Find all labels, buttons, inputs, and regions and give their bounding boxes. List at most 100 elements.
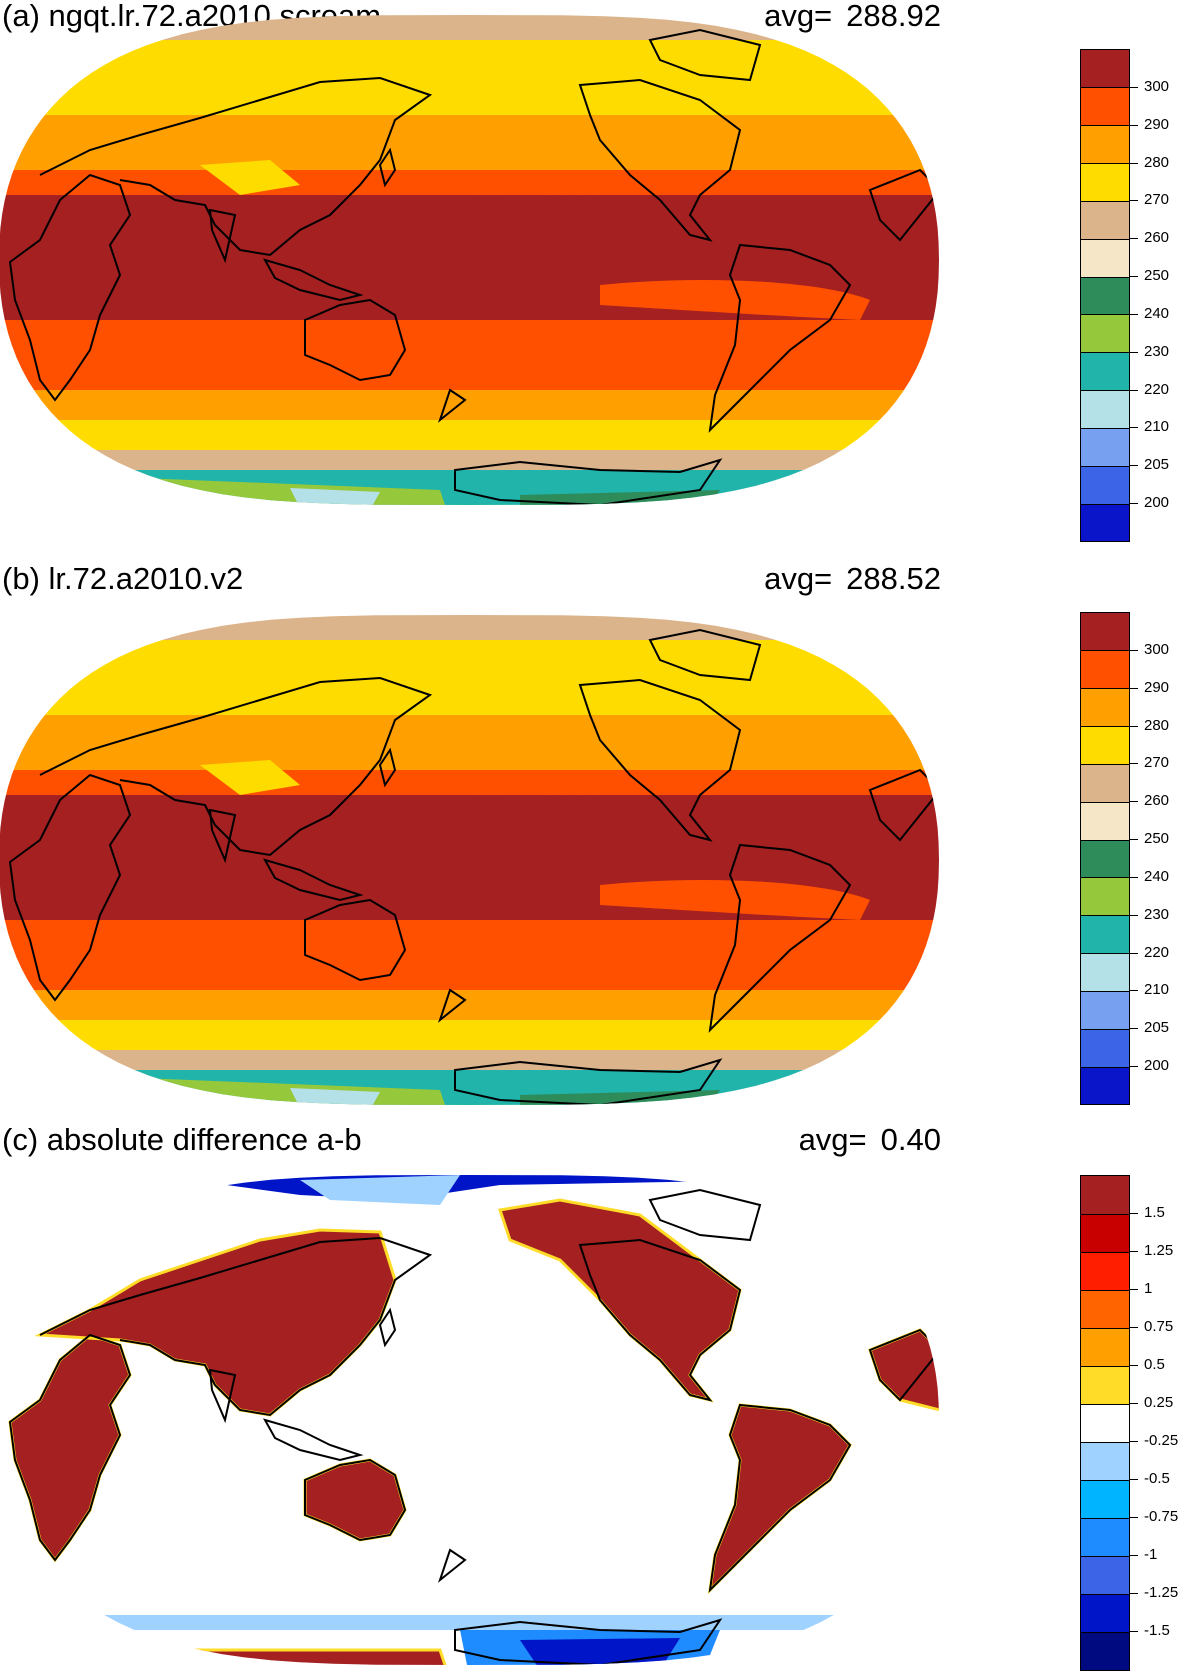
coastline: [378, 1307, 397, 1348]
panel-a-avg: avg= 288.92: [764, 0, 941, 34]
colorbar-tick-mark: [1130, 1365, 1138, 1366]
panel-b-avg-value: 288.52: [846, 561, 941, 596]
coastline: [708, 1403, 852, 1593]
colorbar-swatch: [1080, 49, 1130, 89]
colorbar-tick-mark: [1130, 1327, 1138, 1328]
land-difference-region: [148, 1648, 453, 1665]
colorbar-swatch: [1080, 1441, 1130, 1481]
coastline: [208, 808, 237, 864]
colorbar-tick-label: 270: [1144, 754, 1170, 772]
coastline: [648, 1188, 762, 1242]
colorbar-swatch: [1080, 1251, 1130, 1291]
colorbar-tick-label: 250: [1144, 267, 1170, 285]
colorbar-swatch: [1080, 876, 1130, 917]
tibet-region: [200, 160, 300, 195]
panel-c-map: [8, 1175, 939, 1665]
colorbar-swatch: [1080, 1517, 1130, 1557]
colorbar-tick-mark: [1130, 1403, 1138, 1404]
panel-b-map: [0, 615, 939, 1105]
panel-c-title: (c) absolute difference a-b: [2, 1122, 362, 1157]
coastline: [454, 1618, 723, 1665]
coastline: [262, 1418, 364, 1462]
coastline: [378, 747, 397, 788]
colorbar-tick-mark: [1130, 124, 1138, 126]
temperature-band: [0, 15, 939, 40]
temperature-band: [0, 390, 939, 420]
land-difference-region: [868, 1328, 939, 1412]
colorbar-tick-mark: [1130, 1555, 1138, 1556]
map-group: [8, 1175, 939, 1665]
panel-c-avg-value: 0.40: [880, 1122, 941, 1157]
colorbar-tick-mark: [1130, 1213, 1138, 1214]
coastline: [304, 1458, 407, 1542]
panel-a-avg-value: 288.92: [846, 0, 941, 33]
antarctica-strong-negative-region: [520, 1638, 680, 1665]
panel-a-colorbar: 200 205 210 220 230 240 250 260 270 280 290 300: [1080, 49, 1190, 543]
land-difference-region: [498, 1198, 742, 1403]
colorbar-tick-mark: [1130, 200, 1138, 202]
colorbar-swatch: [1080, 990, 1130, 1030]
colorbar-tick-mark: [1130, 465, 1138, 467]
temperature-band: [0, 320, 939, 390]
panel-a-avg-label: avg=: [764, 0, 833, 33]
colorbar-tick-mark: [1130, 725, 1138, 727]
panel-b-colorbar: 200 205 210 220 230 240 250 260 270 280 290 300: [1080, 612, 1190, 1106]
coastline: [8, 1333, 132, 1562]
southern-ocean-region: [90, 1615, 860, 1630]
colorbar-swatch: [1080, 276, 1130, 316]
coastline: [578, 78, 742, 242]
colorbar-swatch: [1080, 839, 1130, 879]
colorbar-tick-label: 260: [1144, 229, 1170, 247]
colorbar-tick-label: 220: [1144, 380, 1170, 398]
colorbar-swatch: [1080, 1403, 1130, 1443]
colorbar-swatch: [1080, 1028, 1130, 1068]
coastline: [437, 988, 467, 1023]
colorbar-tick-mark: [1130, 1066, 1138, 1068]
panel-c-avg-label: avg=: [798, 1122, 867, 1157]
colorbar-swatch: [1080, 1213, 1130, 1253]
land-difference-region: [8, 1333, 132, 1563]
tibet-region: [200, 760, 300, 795]
colorbar-swatch: [1080, 763, 1130, 803]
colorbar-tick-label: 240: [1144, 304, 1170, 322]
colorbar-swatch: [1080, 1631, 1130, 1671]
colorbar-tick-label: 270: [1144, 191, 1170, 209]
temperature-band: [0, 170, 939, 195]
colorbar-swatch: [1080, 687, 1130, 728]
colorbar-tick-mark: [1130, 1517, 1138, 1518]
colorbar-tick-mark: [1130, 1593, 1138, 1594]
colorbar-tick-label: 240: [1144, 867, 1170, 885]
coastline: [578, 1238, 742, 1402]
coastline: [868, 1328, 939, 1402]
temperature-band: [0, 1070, 939, 1105]
temperature-band: [0, 990, 939, 1020]
coastline: [868, 168, 939, 242]
colorbar-tick-label: 205: [1144, 456, 1170, 474]
panel-c-avg: avg= 0.40: [799, 1122, 941, 1158]
colorbar-swatch: [1080, 1593, 1130, 1633]
temperature-band: [0, 920, 939, 990]
colorbar-tick-label: 280: [1144, 716, 1170, 734]
colorbar-tick-label: 210: [1144, 418, 1170, 436]
temperature-band: [0, 715, 939, 770]
colorbar-tick-label: -1.25: [1144, 1584, 1179, 1601]
colorbar-tick-label: 300: [1144, 77, 1170, 95]
colorbar-tick-label: 260: [1144, 792, 1170, 810]
colorbar-tick-mark: [1130, 801, 1138, 803]
colorbar-tick-mark: [1130, 763, 1138, 765]
coastline: [454, 458, 723, 505]
colorbar-swatch: [1080, 427, 1130, 467]
cold-tongue-region: [600, 880, 870, 920]
colorbar-tick-mark: [1130, 389, 1138, 391]
temperature-band: [0, 450, 939, 470]
coastline: [437, 1548, 467, 1583]
coastline: [39, 76, 433, 257]
temperature-band: [0, 615, 939, 640]
antarctica-east-region: [520, 1090, 720, 1105]
panel-b-avg: avg= 288.52: [764, 561, 941, 597]
colorbar-tick-label: 1.25: [1144, 1242, 1174, 1259]
cold-tongue-region: [600, 280, 870, 320]
colorbar-tick-mark: [1130, 990, 1138, 992]
colorbar-tick-label: 220: [1144, 943, 1170, 961]
colorbar-swatch: [1080, 952, 1130, 992]
